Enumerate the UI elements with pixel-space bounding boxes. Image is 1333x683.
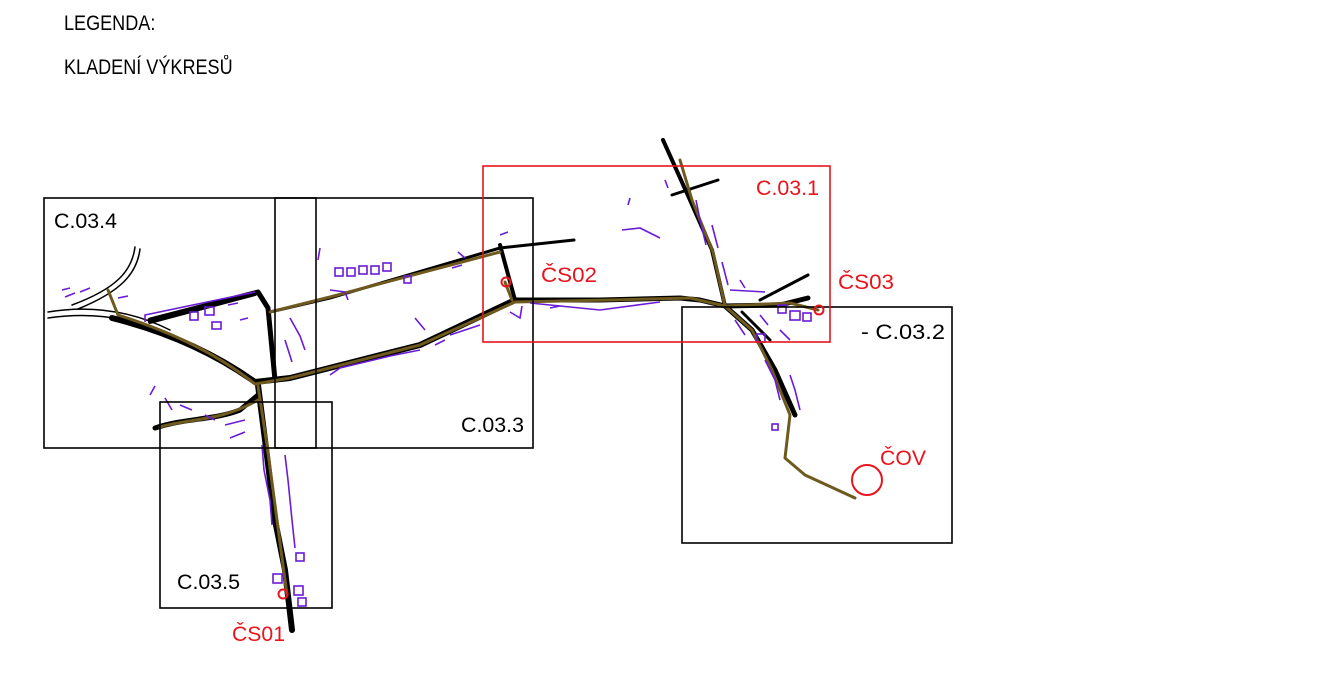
building-row <box>61 287 129 299</box>
sewer-pipe <box>106 158 857 597</box>
building <box>295 552 305 562</box>
building-row <box>317 247 349 301</box>
building <box>382 262 392 272</box>
building <box>297 597 307 607</box>
label-cs02: ČS02 <box>541 264 597 287</box>
building-row <box>729 279 766 293</box>
building-row <box>621 179 669 239</box>
pipe-south <box>256 384 289 597</box>
road-cs02-link <box>498 243 517 302</box>
frame-c035 <box>159 401 333 609</box>
building-row <box>529 301 661 311</box>
label-c034: C.03.4 <box>54 210 117 233</box>
label-c035: C.03.5 <box>177 571 240 594</box>
building <box>771 423 779 431</box>
cov-marker <box>851 464 883 496</box>
building <box>211 321 222 330</box>
pipe-sw <box>158 398 260 429</box>
road-west-thin <box>47 308 171 331</box>
buildings <box>61 179 812 607</box>
building-row <box>144 291 256 322</box>
pipe-ne <box>678 158 727 308</box>
sheet-frames <box>43 165 953 609</box>
frame-c034 <box>43 197 317 449</box>
label-c032: - C.03.2 <box>861 321 945 344</box>
road-north-west <box>148 292 257 324</box>
labels: C.03.1 - C.03.2 C.03.3 C.03.4 C.03.5 ČS0… <box>54 177 945 646</box>
building <box>802 312 812 322</box>
building-row <box>451 251 466 269</box>
building <box>789 310 801 321</box>
building-row <box>261 444 296 549</box>
building <box>346 267 356 277</box>
building <box>204 306 215 316</box>
pipe-east <box>513 296 820 312</box>
building <box>272 573 283 584</box>
building-row <box>764 359 801 411</box>
building-row <box>224 419 246 439</box>
road-east-branch <box>758 273 810 302</box>
frame-c031 <box>482 165 831 343</box>
station-markers <box>277 276 883 600</box>
building-row <box>284 317 306 363</box>
building-row <box>414 317 446 346</box>
building <box>189 311 199 321</box>
label-c031: C.03.1 <box>756 177 819 200</box>
building-row <box>734 314 791 341</box>
frame-c032 <box>681 306 953 544</box>
pipe-cov <box>723 304 857 500</box>
building <box>358 265 368 275</box>
road-north-east-cross <box>670 178 720 197</box>
legend-subtitle: KLADENÍ VÝKRESŮ <box>64 56 233 79</box>
building <box>370 265 380 275</box>
road-north-curve-2 <box>77 248 141 310</box>
pipe-cs02 <box>503 280 514 302</box>
road-network <box>47 138 811 633</box>
label-cov: ČOV <box>880 447 926 470</box>
road-north-curve <box>71 246 136 306</box>
building-row <box>499 231 523 320</box>
label-cs01: ČS01 <box>232 623 285 646</box>
label-c033: C.03.3 <box>461 414 524 437</box>
building <box>403 275 412 284</box>
building-row <box>329 324 481 376</box>
building <box>777 304 787 314</box>
pipe-west <box>106 288 517 386</box>
cs01-marker <box>277 588 289 600</box>
frame-c033 <box>274 197 534 449</box>
label-cs03: ČS03 <box>838 271 894 294</box>
building-row <box>695 199 729 286</box>
cs02-marker <box>500 276 512 288</box>
legend-title: LEGENDA: <box>64 12 156 35</box>
building <box>293 585 304 596</box>
building-row <box>149 385 216 421</box>
pipe-north <box>268 250 502 314</box>
cs03-marker <box>813 304 825 316</box>
building <box>334 267 344 277</box>
building-row <box>227 302 249 321</box>
road-north-east <box>661 138 727 308</box>
